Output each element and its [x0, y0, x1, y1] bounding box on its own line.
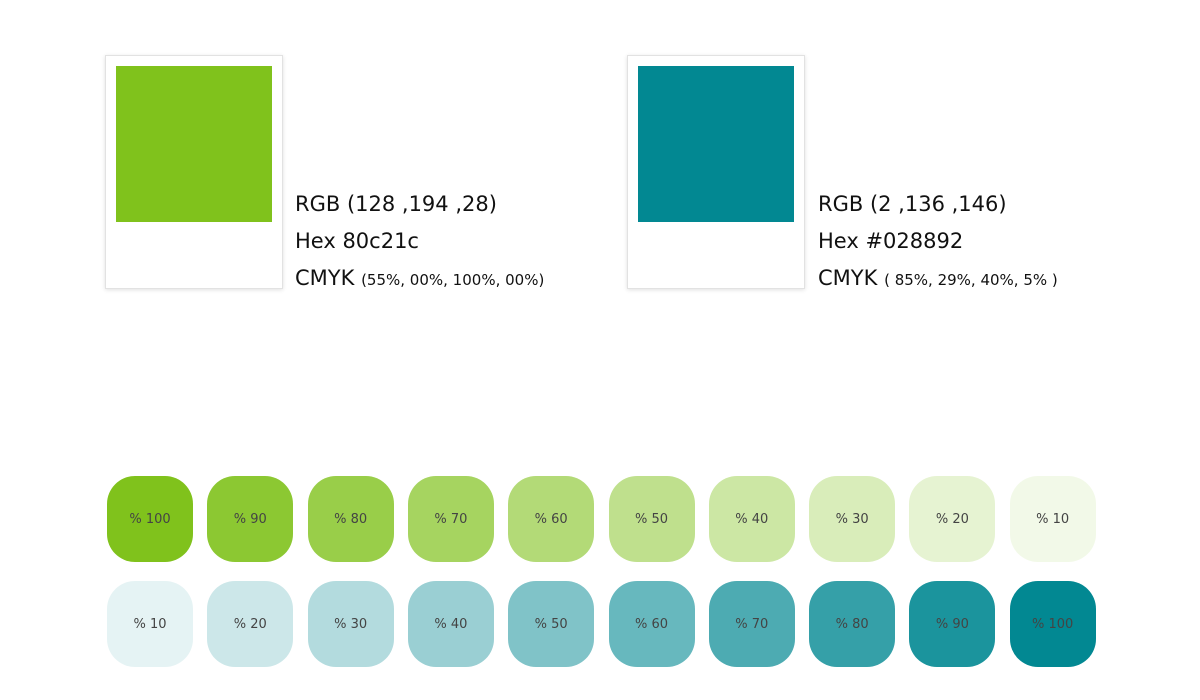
- color-info: RGB (2 ,136 ,146) Hex #028892 CMYK ( 85%, …: [818, 186, 1058, 299]
- tint-fill: [708, 581, 795, 667]
- tint-fill: [107, 581, 193, 667]
- tint-fill: [407, 581, 494, 667]
- tint-tile: % 60: [608, 581, 695, 667]
- tint-fill: [207, 581, 294, 667]
- tint-fill: [307, 476, 394, 562]
- rgb-text: RGB (128 ,194 ,28): [295, 192, 497, 216]
- color-info: RGB (128 ,194 ,28) Hex 80c21c CMYK (55%, 0…: [295, 186, 544, 299]
- rgb-text: RGB (2 ,136 ,146): [818, 192, 1007, 216]
- tint-tile: % 80: [809, 581, 896, 667]
- tint-fill: [508, 581, 595, 667]
- cmyk-values: ( 85%, 29%, 40%, 5% ): [884, 271, 1058, 289]
- tint-fill: [608, 581, 695, 667]
- tint-tile: % 50: [508, 581, 595, 667]
- tint-tile: % 40: [708, 476, 795, 562]
- tint-tile: % 50: [608, 476, 695, 562]
- swatch-color: [116, 66, 272, 222]
- tint-label: % 50: [634, 511, 669, 527]
- tint-tile: % 30: [809, 476, 896, 562]
- tint-tile: % 70: [407, 476, 494, 562]
- tint-label: % 20: [935, 511, 969, 527]
- tint-fill: [207, 476, 294, 562]
- tint-label: % 20: [233, 616, 267, 632]
- tint-fill: [1009, 476, 1096, 562]
- tint-label: % 60: [634, 616, 669, 632]
- cmyk-line: CMYK (55%, 00%, 100%, 00%): [295, 260, 544, 299]
- tint-label: % 40: [735, 511, 769, 527]
- tint-tile: % 60: [508, 476, 595, 562]
- tint-tile: % 20: [207, 581, 294, 667]
- tint-tile: % 100: [1009, 581, 1096, 667]
- tint-tile: % 80: [307, 476, 394, 562]
- cmyk-label: CMYK: [818, 266, 878, 290]
- tint-fill: [809, 581, 896, 667]
- cmyk-line: CMYK ( 85%, 29%, 40%, 5% ): [818, 260, 1058, 299]
- tint-fill: [809, 476, 896, 562]
- tint-tile: % 90: [909, 581, 996, 667]
- tint-label: % 100: [1032, 616, 1074, 632]
- hex-text: Hex 80c21c: [295, 229, 419, 253]
- tint-fill: [909, 476, 996, 562]
- tint-label: % 30: [334, 616, 368, 632]
- tint-fill: [307, 581, 394, 667]
- cmyk-values: (55%, 00%, 100%, 00%): [361, 271, 545, 289]
- tint-label: % 90: [935, 616, 969, 632]
- tint-label: % 60: [534, 511, 568, 527]
- tint-label: % 80: [835, 616, 869, 632]
- tint-fill: [1009, 581, 1096, 667]
- tint-label: % 100: [129, 511, 171, 527]
- tint-fill: [608, 476, 695, 562]
- swatch-color: [638, 66, 794, 222]
- tint-tile: % 100: [107, 476, 193, 562]
- tint-tile: % 30: [307, 581, 394, 667]
- tint-label: % 50: [534, 616, 568, 632]
- tint-fill: [107, 476, 193, 562]
- tint-label: % 70: [434, 511, 468, 527]
- tint-label: % 80: [334, 511, 368, 527]
- tint-label: % 70: [735, 616, 769, 632]
- tint-label: % 30: [835, 511, 869, 527]
- swatch-card: [105, 55, 283, 289]
- tint-tile: % 40: [407, 581, 494, 667]
- tint-tile: % 90: [207, 476, 294, 562]
- tint-label: % 10: [133, 616, 167, 632]
- hex-text: Hex #028892: [818, 229, 964, 253]
- tint-tile: % 10: [107, 581, 193, 667]
- tint-fill: [708, 476, 795, 562]
- tint-fill: [909, 581, 996, 667]
- tint-tile: % 70: [708, 581, 795, 667]
- tint-label: % 10: [1036, 511, 1070, 527]
- tint-label: % 40: [434, 616, 468, 632]
- cmyk-label: CMYK: [295, 266, 355, 290]
- tint-fill: [508, 476, 595, 562]
- tint-fill: [407, 476, 494, 562]
- tint-tile: % 10: [1009, 476, 1096, 562]
- tint-tile: % 20: [909, 476, 996, 562]
- swatch-card: [627, 55, 805, 289]
- tint-label: % 90: [233, 511, 267, 527]
